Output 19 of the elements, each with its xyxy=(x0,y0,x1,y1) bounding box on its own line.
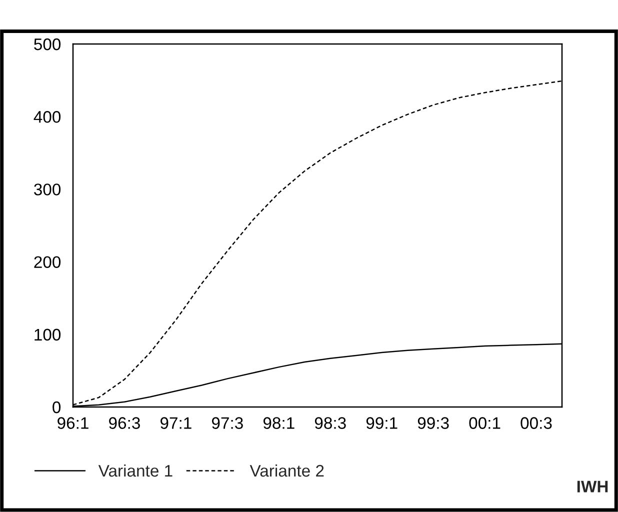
y-tick-label: 500 xyxy=(34,38,61,50)
legend-label: Variante 2 xyxy=(250,464,324,477)
x-tick-label: 98:3 xyxy=(314,417,346,429)
x-tick-label: 00:3 xyxy=(520,417,552,429)
text: IWH xyxy=(577,480,608,492)
x-tick-label: 99:3 xyxy=(418,417,449,429)
y-tick-label: 400 xyxy=(34,111,61,123)
x-tick-label: 97:1 xyxy=(160,417,192,429)
y-tick-label: 0 xyxy=(52,401,61,414)
legend-label: Variante 1 xyxy=(98,464,172,477)
y-tick-label: 100 xyxy=(34,328,61,341)
x-tick-label: 96:3 xyxy=(109,417,140,429)
x-tick-label: 00:1 xyxy=(469,417,500,429)
x-tick-label: 98:1 xyxy=(263,417,294,429)
y-tick-label: 200 xyxy=(34,256,61,268)
x-tick-label: 97:3 xyxy=(212,417,243,429)
y-tick-label: 300 xyxy=(34,184,61,196)
x-tick-label: 96:1 xyxy=(58,417,88,429)
x-tick-label: 99:1 xyxy=(366,417,398,429)
